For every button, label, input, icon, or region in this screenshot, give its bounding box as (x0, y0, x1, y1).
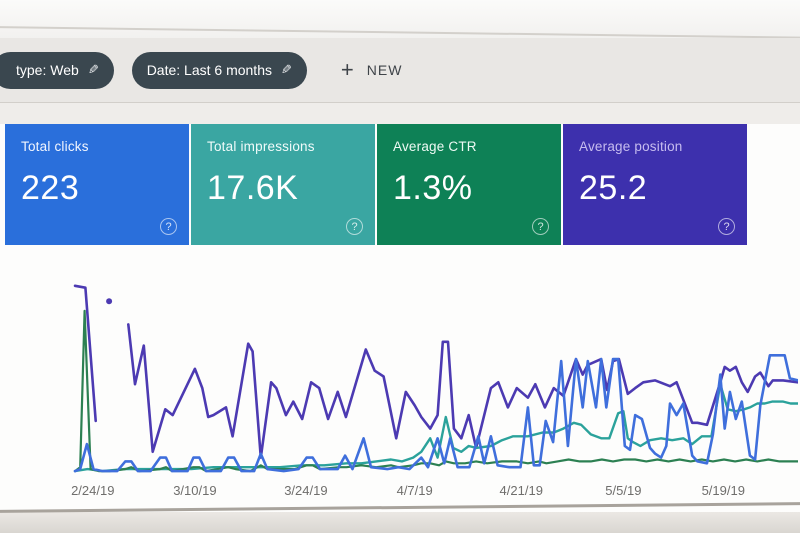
total-impressions-card[interactable]: Total impressions 17.6K ? (191, 124, 375, 245)
help-icon[interactable]: ? (160, 218, 177, 235)
x-tick-label: 5/5/19 (605, 483, 642, 498)
performance-chart-svg (73, 284, 798, 473)
search-type-chip-label: type: Web (16, 62, 79, 78)
new-filter-button[interactable]: + NEW (335, 58, 409, 82)
plus-icon: + (340, 57, 354, 82)
search-type-chip[interactable]: type: Web ✎ (0, 51, 114, 89)
metric-card-label: Total clicks (21, 139, 89, 154)
x-tick-label: 3/24/19 (284, 483, 328, 498)
x-tick-label: 4/21/19 (499, 483, 543, 498)
total-clicks-card[interactable]: Total clicks 223 ? (5, 124, 189, 245)
average-ctr-card[interactable]: Average CTR 1.3% ? (377, 124, 561, 245)
series-dot-position (106, 298, 113, 305)
x-tick-label: 2/24/19 (71, 483, 115, 498)
metric-card-value: 223 (21, 169, 80, 207)
pencil-icon: ✎ (87, 62, 99, 77)
screen-bezel-edge (0, 501, 800, 533)
metric-card-value: 1.3% (393, 169, 473, 207)
series-line-position (73, 284, 98, 423)
x-tick-label: 5/19/19 (701, 483, 745, 498)
series-line-position (127, 323, 798, 459)
series-line-clicks (73, 354, 798, 473)
metric-card-label: Total impressions (207, 139, 315, 154)
metric-card-value: 25.2 (579, 169, 648, 207)
help-icon[interactable]: ? (532, 218, 549, 235)
metric-card-label: Average position (579, 139, 683, 154)
filter-bar: type: Web ✎ Date: Last 6 months ✎ + NEW (0, 38, 800, 103)
help-icon[interactable]: ? (346, 218, 363, 235)
metric-cards-row: Total clicks 223 ? Total impressions 17.… (5, 124, 800, 245)
performance-chart: 2/24/19 3/10/19 3/24/19 4/7/19 4/21/19 5/5/19… (58, 275, 798, 507)
new-filter-button-label: NEW (366, 62, 403, 78)
x-tick-label: 4/7/19 (396, 483, 433, 498)
date-range-chip[interactable]: Date: Last 6 months ✎ (131, 51, 307, 89)
metric-card-label: Average CTR (393, 139, 477, 154)
main-content: Total clicks 223 ? Total impressions 17.… (0, 103, 800, 512)
x-axis: 2/24/19 3/10/19 3/24/19 4/7/19 4/21/19 5/5/19… (58, 475, 798, 503)
x-tick-label: 3/10/19 (173, 483, 217, 498)
pencil-icon: ✎ (280, 62, 292, 77)
help-icon[interactable]: ? (718, 218, 735, 235)
series-line-impressions (73, 382, 798, 473)
metric-card-value: 17.6K (207, 169, 299, 207)
browser-chrome-area (0, 0, 800, 40)
date-range-chip-label: Date: Last 6 months (146, 62, 272, 78)
average-position-card[interactable]: Average position 25.2 ? (563, 124, 747, 245)
content-top-strip (0, 103, 800, 124)
